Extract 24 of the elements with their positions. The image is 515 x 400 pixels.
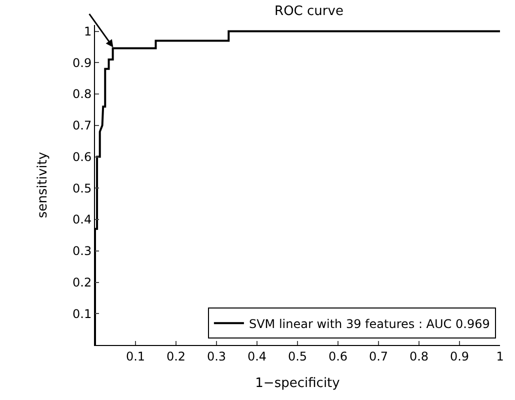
x-tick-label: 0.2	[166, 349, 186, 364]
x-tick-label: 0.5	[288, 349, 308, 364]
x-tick-label: 0.8	[409, 349, 429, 364]
y-tick-label: 0.1	[72, 306, 92, 321]
x-tick-label: 0.7	[368, 349, 388, 364]
y-tick-label: 0.9	[72, 56, 92, 70]
chart-title: ROC curve	[274, 4, 344, 20]
y-tick-label: 0.6	[72, 150, 92, 164]
y-tick-label: 0.2	[72, 275, 92, 290]
x-tick-label: 0.9	[450, 349, 470, 364]
legend-label: SVM linear with 39 features : AUC 0.969	[248, 316, 490, 331]
y-tick-label: 0.3	[72, 244, 92, 258]
x-tick-label: 0.4	[247, 349, 267, 364]
x-tick-label: 0.3	[206, 349, 226, 364]
x-tick-label: 0.6	[328, 349, 348, 364]
y-tick-label: 0.7	[72, 118, 92, 133]
y-tick-label: 0.4	[72, 212, 92, 227]
y-axis-title: sensitivity	[35, 152, 50, 218]
y-tick-label: 0.5	[72, 181, 92, 196]
x-tick-label: 1	[496, 349, 504, 364]
y-tick-label: 0.8	[72, 87, 92, 102]
y-tick-label: 1	[84, 24, 92, 38]
x-axis-title: 1−specificity	[255, 376, 340, 391]
x-tick-label: 0.1	[126, 349, 146, 364]
